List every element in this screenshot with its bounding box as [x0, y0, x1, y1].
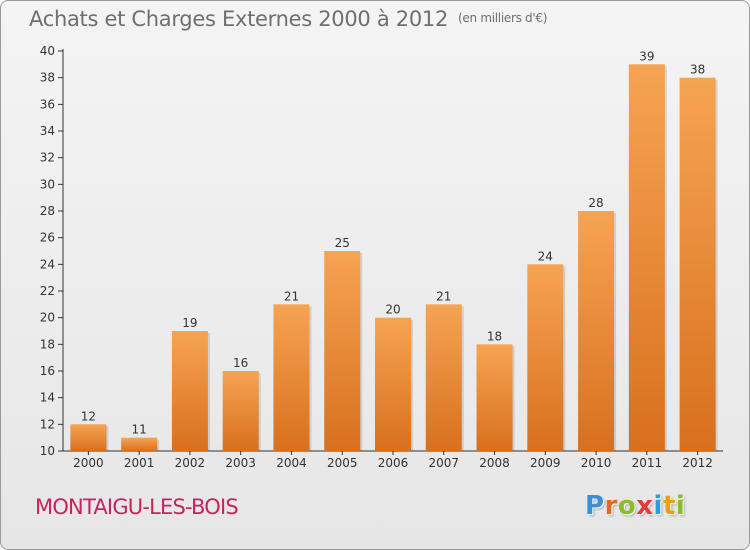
data-label: 39: [639, 49, 654, 63]
bar: [273, 304, 310, 451]
logo-letter: i: [675, 491, 686, 521]
chart-title: Achats et Charges Externes 2000 à 2012 (e…: [29, 7, 547, 31]
x-tick-label: 2010: [581, 456, 612, 470]
y-tick-label: 12: [40, 417, 55, 431]
data-label: 21: [284, 289, 299, 303]
bar: [324, 251, 361, 451]
x-tick-label: 2008: [479, 456, 510, 470]
logo-letter: x: [636, 491, 654, 521]
logo-letter: o: [617, 491, 637, 521]
data-label: 12: [81, 409, 96, 423]
x-tick-label: 2003: [225, 456, 256, 470]
bar: [476, 344, 513, 451]
data-label: 28: [588, 196, 603, 210]
bar: [425, 304, 462, 451]
bar: [222, 371, 259, 451]
y-tick-label: 22: [40, 284, 55, 298]
x-tick-label: 2011: [632, 456, 663, 470]
x-tick-label: 2006: [378, 456, 409, 470]
data-label: 20: [385, 303, 400, 317]
commune-name: MONTAIGU-LES-BOIS: [35, 495, 239, 519]
bar: [70, 424, 107, 451]
x-tick-label: 2009: [530, 456, 561, 470]
y-tick-label: 40: [40, 44, 55, 58]
y-tick-label: 38: [40, 71, 55, 85]
bar: [578, 211, 615, 451]
logo-letter: i: [653, 491, 663, 521]
chart-unit: (en milliers d'€): [458, 11, 548, 25]
bar: [375, 317, 411, 451]
x-tick-label: 2012: [682, 456, 713, 470]
bar: [628, 64, 665, 452]
y-tick-label: 16: [40, 364, 55, 378]
proxiti-logo: Proxiti: [585, 491, 685, 521]
bars: 12 11 19 16 21 25 20 21 18 24 28 39 38: [70, 49, 718, 452]
x-tick-label: 2004: [276, 456, 307, 470]
x-axis: 2000 2001 2002 2003 2004 2005 2006 2007 2008 2009…: [63, 450, 723, 470]
bar: [679, 77, 716, 452]
y-tick-label: 18: [40, 337, 55, 351]
y-axis: 10 12 14 16 18 20 22 24 26 28 30 32 34 36 38 40: [40, 44, 64, 458]
data-label: 19: [182, 316, 197, 330]
logo-letter: t: [662, 491, 676, 521]
y-tick-label: 36: [40, 97, 55, 111]
y-tick-label: 30: [40, 177, 55, 191]
logo-letter: P: [585, 491, 605, 521]
x-tick-label: 2007: [428, 456, 459, 470]
x-tick-label: 2002: [175, 456, 206, 470]
y-tick-label: 34: [40, 124, 55, 138]
data-label: 11: [132, 423, 147, 437]
bar: [121, 437, 158, 451]
y-tick-label: 14: [40, 391, 55, 405]
y-tick-label: 28: [40, 204, 55, 218]
data-label: 24: [538, 249, 553, 263]
y-tick-label: 26: [40, 231, 55, 245]
logo-letter: r: [604, 491, 618, 521]
chart-title-text: Achats et Charges Externes 2000 à 2012: [29, 7, 449, 31]
x-tick-label: 2001: [124, 456, 155, 470]
y-tick-label: 32: [40, 151, 55, 165]
y-tick-label: 20: [40, 311, 55, 325]
y-tick-label: 10: [40, 444, 55, 458]
bar: [527, 264, 564, 451]
data-label: 21: [436, 289, 451, 303]
x-tick-label: 2005: [327, 456, 358, 470]
data-label: 18: [487, 329, 502, 343]
data-label: 25: [335, 236, 350, 250]
x-tick-label: 2000: [73, 456, 104, 470]
bar: [171, 331, 208, 451]
y-tick-label: 24: [40, 257, 55, 271]
data-label: 38: [690, 63, 705, 77]
data-label: 16: [233, 356, 248, 370]
